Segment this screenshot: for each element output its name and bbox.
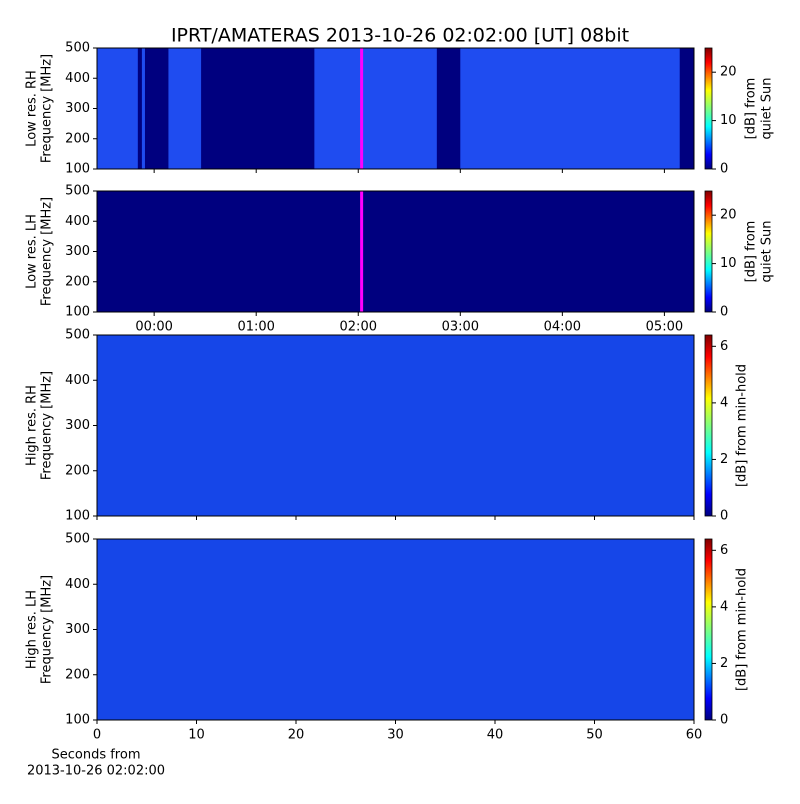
time-marker <box>360 191 364 312</box>
colorbar <box>704 334 713 517</box>
colorbar <box>704 538 713 721</box>
time-marker <box>360 48 364 169</box>
y-tick-label: 500 <box>65 532 90 547</box>
y-tick-label: 200 <box>65 274 90 289</box>
x-tick-label: 60 <box>686 728 703 743</box>
plot-area <box>97 539 694 720</box>
y-tick-label: 100 <box>65 509 90 524</box>
x-tick-label: 04:00 <box>544 320 581 335</box>
colorbar-tick-label: 6 <box>720 543 728 558</box>
colorbar <box>704 190 713 313</box>
y-tick-label: 300 <box>65 622 90 637</box>
x-tick-label: 01:00 <box>237 320 274 335</box>
chart-title: IPRT/AMATERAS 2013-10-26 02:02:00 [UT] 0… <box>171 25 629 47</box>
y-axis-label: High res. RH <box>25 385 40 466</box>
y-axis-label: Frequency [MHz] <box>40 54 55 163</box>
y-axis-label: Low res. LH <box>25 214 40 289</box>
x-axis-label: 2013-10-26 02:02:00 <box>27 764 165 779</box>
y-tick-label: 300 <box>65 244 90 259</box>
colorbar-tick-label: 0 <box>720 509 728 524</box>
colorbar-label: [dB] from <box>744 78 759 140</box>
colorbar-tick-label: 4 <box>720 395 728 410</box>
y-tick-label: 400 <box>65 71 90 86</box>
y-tick-label: 300 <box>65 101 90 116</box>
colorbar-label: [dB] from min-hold <box>735 568 750 691</box>
x-tick-label: 50 <box>586 728 603 743</box>
x-tick-label: 0 <box>93 728 101 743</box>
data-segment <box>97 48 138 169</box>
y-axis-label: Frequency [MHz] <box>40 575 55 684</box>
plot-area <box>97 335 694 516</box>
y-tick-label: 500 <box>65 328 90 343</box>
data-segment <box>141 48 145 169</box>
y-tick-label: 500 <box>65 184 90 199</box>
y-axis-label: Frequency [MHz] <box>40 197 55 306</box>
x-tick-label: 03:00 <box>442 320 479 335</box>
colorbar-tick-label: 2 <box>720 452 728 467</box>
y-tick-label: 200 <box>65 131 90 146</box>
y-tick-label: 400 <box>65 373 90 388</box>
colorbar-tick-label: 6 <box>720 339 728 354</box>
data-segment <box>460 48 680 169</box>
x-tick-label: 30 <box>387 728 404 743</box>
colorbar-label: quiet Sun <box>760 77 775 139</box>
plot-area <box>97 191 694 312</box>
data-segment <box>168 48 202 169</box>
x-tick-label: 10 <box>188 728 205 743</box>
data-segment <box>314 48 437 169</box>
colorbar-tick-label: 20 <box>720 65 737 80</box>
colorbar-tick-label: 10 <box>720 113 737 128</box>
y-tick-label: 400 <box>65 214 90 229</box>
y-tick-label: 300 <box>65 418 90 433</box>
x-tick-label: 02:00 <box>340 320 377 335</box>
colorbar <box>704 47 713 170</box>
colorbar-label: [dB] from min-hold <box>735 364 750 487</box>
x-tick-label: 20 <box>288 728 305 743</box>
x-tick-label: 00:00 <box>135 320 172 335</box>
y-axis-label: Frequency [MHz] <box>40 371 55 480</box>
colorbar-label: [dB] from <box>744 221 759 283</box>
y-axis-label: Low res. RH <box>25 70 40 147</box>
y-axis-label: High res. LH <box>25 590 40 669</box>
colorbar-tick-label: 0 <box>720 162 728 177</box>
y-tick-label: 200 <box>65 667 90 682</box>
colorbar-tick-label: 4 <box>720 599 728 614</box>
colorbar-tick-label: 2 <box>720 656 728 671</box>
colorbar-tick-label: 20 <box>720 208 737 223</box>
colorbar-tick-label: 0 <box>720 305 728 320</box>
x-tick-label: 05:00 <box>646 320 683 335</box>
y-tick-label: 100 <box>65 713 90 728</box>
y-tick-label: 500 <box>65 41 90 56</box>
y-tick-label: 200 <box>65 463 90 478</box>
y-tick-label: 100 <box>65 305 90 320</box>
colorbar-label: quiet Sun <box>760 220 775 282</box>
y-tick-label: 100 <box>65 162 90 177</box>
x-tick-label: 40 <box>487 728 504 743</box>
y-tick-label: 400 <box>65 577 90 592</box>
x-axis-label: Seconds from <box>51 748 140 763</box>
colorbar-tick-label: 10 <box>720 256 737 271</box>
colorbar-tick-label: 0 <box>720 713 728 728</box>
